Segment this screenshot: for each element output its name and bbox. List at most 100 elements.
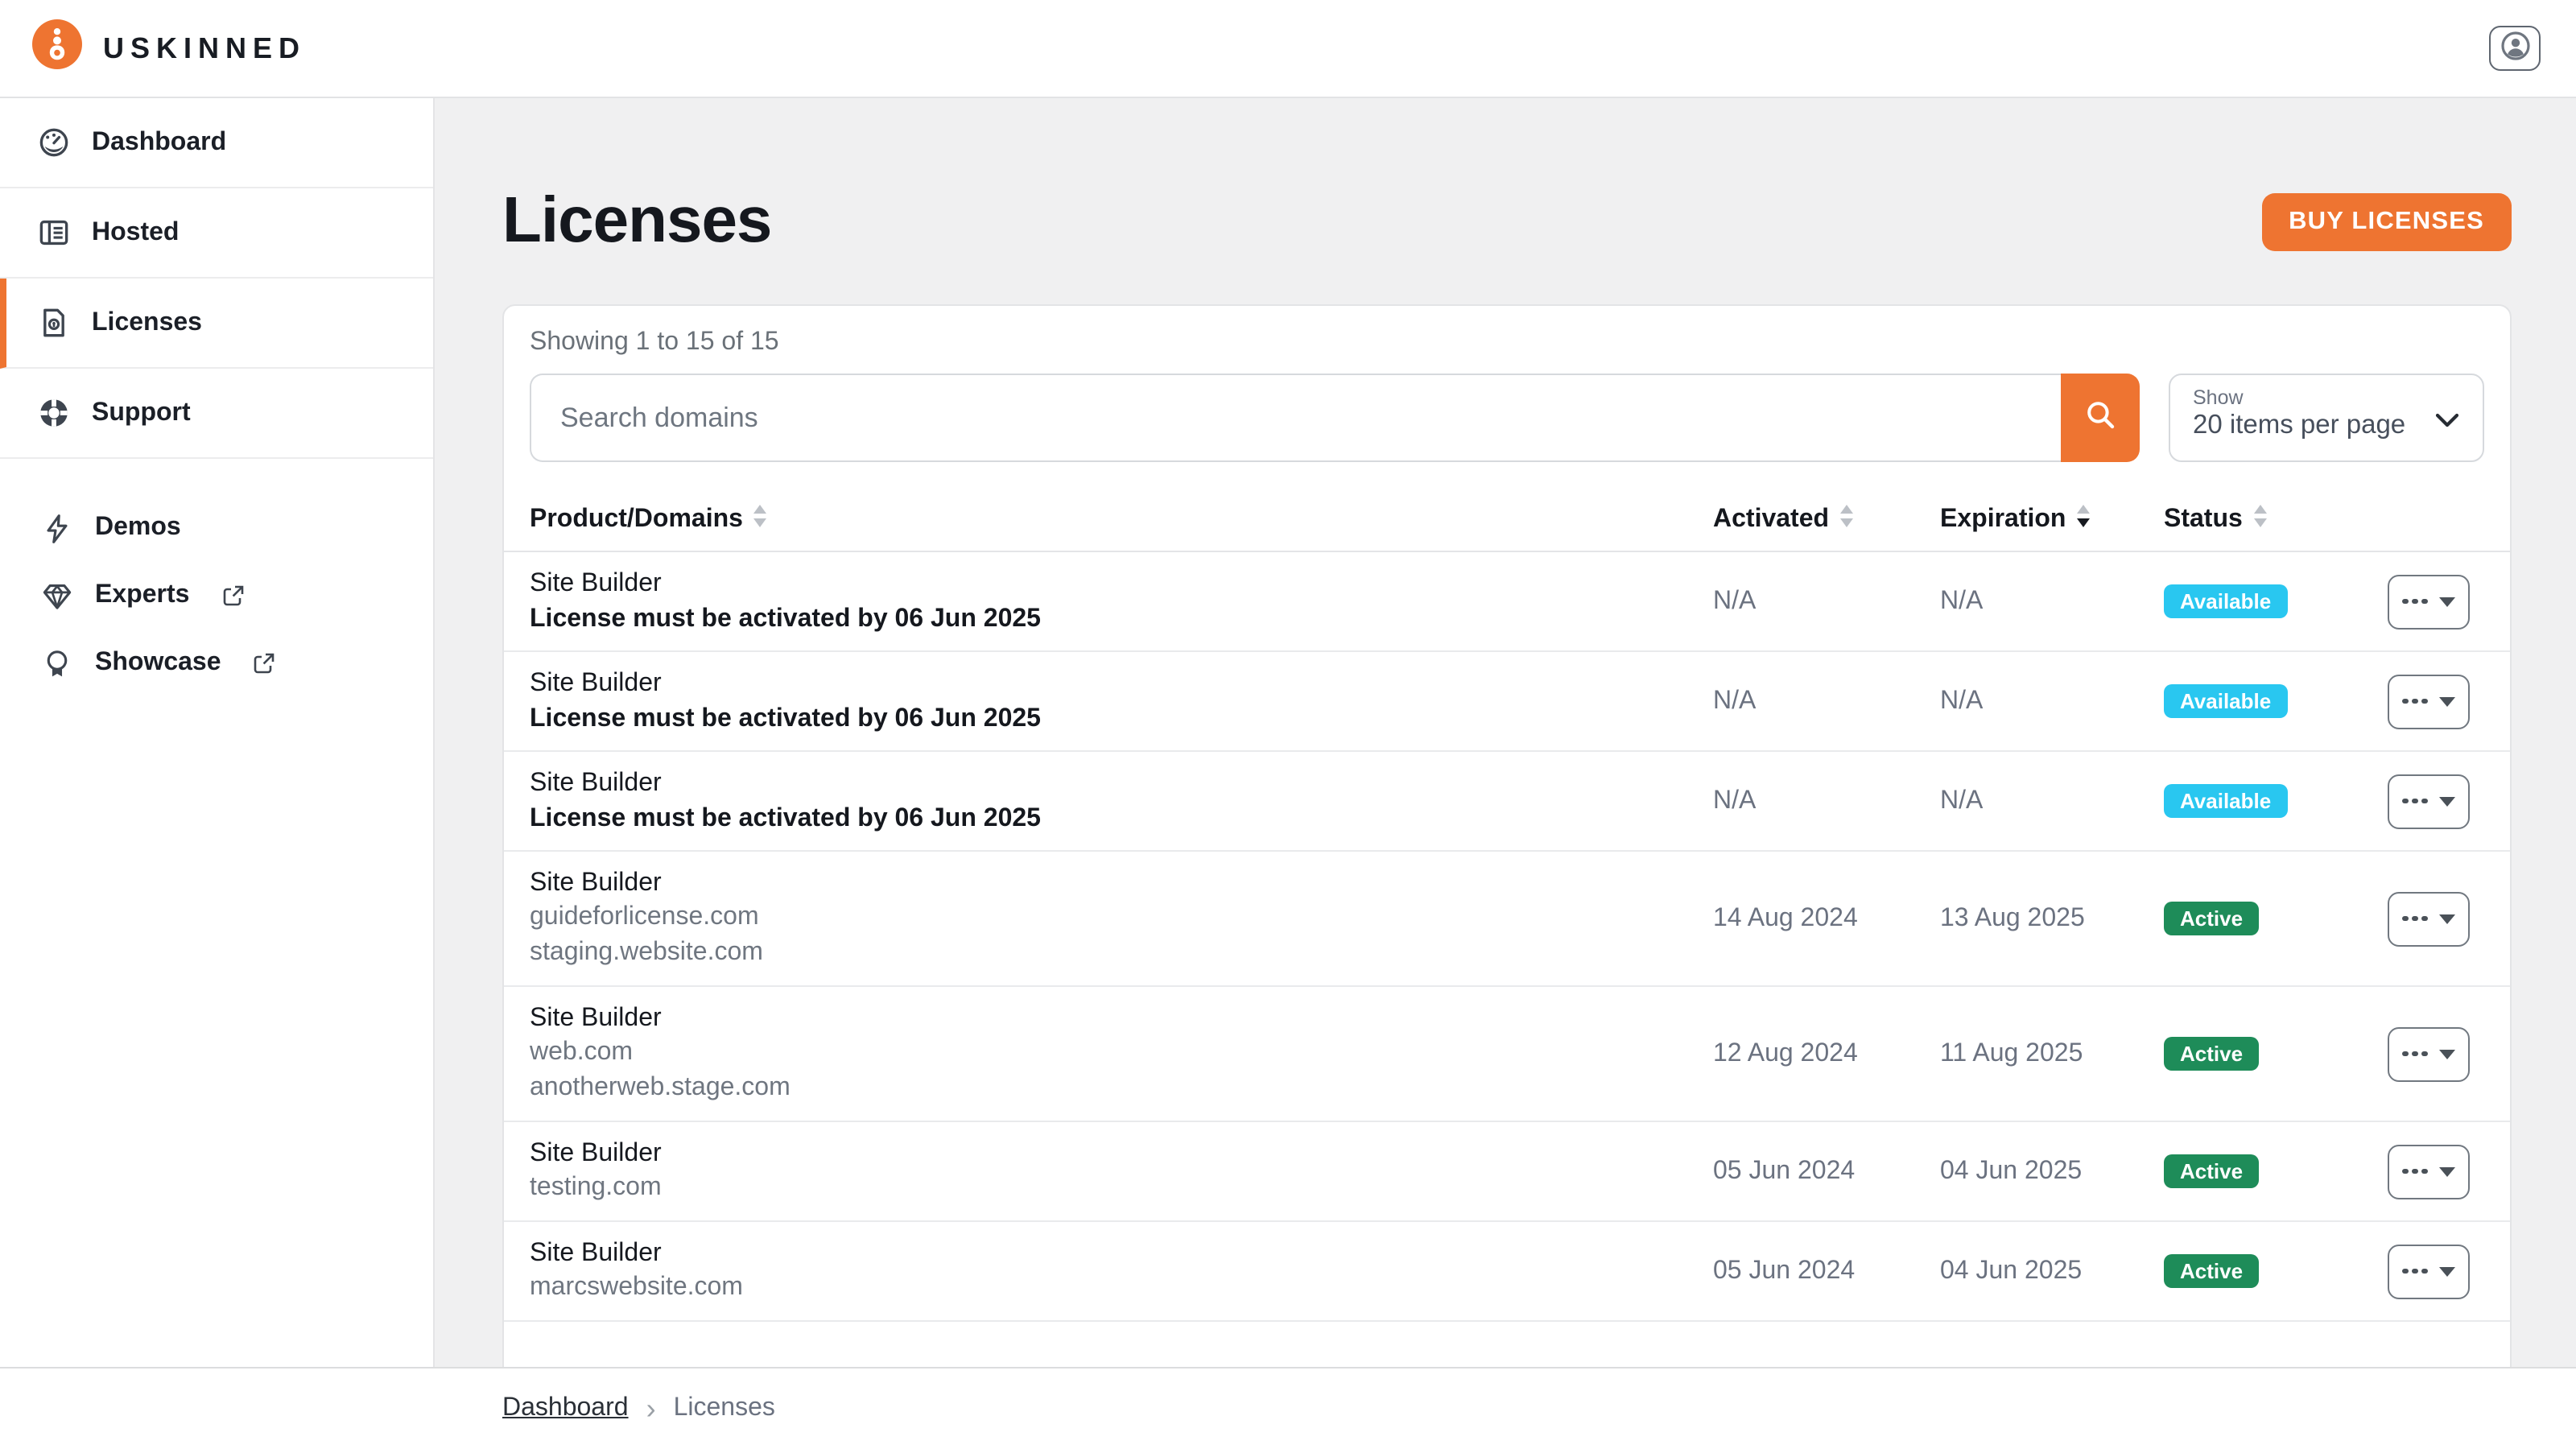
table-row: Site Builder guideforlicense.com staging.… xyxy=(504,852,2510,987)
product-name: Site Builder xyxy=(530,1005,662,1032)
column-header-status[interactable]: Status xyxy=(2164,503,2388,535)
domain: web.com xyxy=(530,1038,634,1066)
external-link-icon xyxy=(221,584,244,607)
page-size-select[interactable]: Show 20 items per page xyxy=(2169,374,2484,462)
table-row: Site Builder License must be activated b… xyxy=(504,652,2510,752)
breadcrumb-link-dashboard[interactable]: Dashboard xyxy=(502,1394,629,1422)
product-name: Site Builder xyxy=(530,570,662,597)
search-input[interactable] xyxy=(530,374,2061,462)
table-header: Product/Domains Activated xyxy=(504,488,2510,552)
brand-name: USKINNED xyxy=(103,31,307,64)
uskinned-logo-icon xyxy=(32,19,82,77)
user-avatar-icon xyxy=(2500,31,2530,66)
search-group xyxy=(530,374,2140,462)
status-badge: Active xyxy=(2164,1037,2260,1071)
page-size-value: 20 items per page xyxy=(2193,411,2406,440)
product-name: Site Builder xyxy=(530,1140,662,1167)
caret-down-icon xyxy=(2438,1166,2455,1176)
product-name: Site Builder xyxy=(530,670,662,697)
row-actions-button[interactable] xyxy=(2388,891,2470,946)
status-badge: Available xyxy=(2164,684,2288,718)
row-actions-button[interactable] xyxy=(2388,1026,2470,1081)
sidebar-item-label: Hosted xyxy=(92,218,180,246)
column-header-expiration[interactable]: Expiration xyxy=(1940,503,2164,535)
sidebar-item-hosted[interactable]: Hosted xyxy=(0,188,433,279)
domain: testing.com xyxy=(530,1174,662,1201)
hosted-browser-icon xyxy=(39,217,69,248)
row-actions-button[interactable] xyxy=(2388,674,2470,729)
caret-down-icon xyxy=(2438,796,2455,806)
account-button[interactable] xyxy=(2489,26,2541,71)
chevron-down-icon xyxy=(2434,409,2460,438)
activated-date: 14 Aug 2024 xyxy=(1713,904,1858,931)
expiration-date: N/A xyxy=(1940,687,1984,714)
domain-list: testing.com xyxy=(530,1170,1713,1206)
gem-icon xyxy=(42,580,72,611)
caret-down-icon xyxy=(2438,696,2455,706)
license-activation-note: License must be activated by 06 Jun 2025 xyxy=(530,605,1041,633)
status-badge: Available xyxy=(2164,784,2288,818)
search-button[interactable] xyxy=(2061,374,2140,462)
license-activation-note: License must be activated by 06 Jun 2025 xyxy=(530,705,1041,733)
activated-date: 05 Jun 2024 xyxy=(1713,1257,1856,1284)
domain-list: marcswebsite.com xyxy=(530,1270,1713,1306)
sort-icon xyxy=(1839,503,1855,535)
sidebar-item-licenses[interactable]: Licenses xyxy=(0,279,433,369)
brand-logo[interactable]: USKINNED xyxy=(32,19,306,77)
table-toolbar: Show 20 items per page xyxy=(504,357,2510,462)
sidebar: Dashboard Hosted xyxy=(0,98,435,1449)
buy-licenses-button[interactable]: BUY LICENSES xyxy=(2261,192,2512,250)
status-badge: Active xyxy=(2164,1254,2260,1288)
column-header-activated[interactable]: Activated xyxy=(1713,503,1940,535)
sidebar-item-label: Licenses xyxy=(92,308,202,336)
table-row: Site Builder testing.com 05 Jun 2024 04 … xyxy=(504,1122,2510,1222)
domain: staging.website.com xyxy=(530,939,763,966)
row-actions-button[interactable] xyxy=(2388,774,2470,828)
row-actions-button[interactable] xyxy=(2388,1144,2470,1199)
breadcrumb-bar: Dashboard › Licenses xyxy=(0,1367,2576,1449)
expiration-date: 04 Jun 2025 xyxy=(1940,1257,2083,1284)
sidebar-item-showcase[interactable]: Showcase xyxy=(0,630,433,697)
column-header-product[interactable]: Product/Domains xyxy=(530,503,1713,535)
expiration-date: 11 Aug 2025 xyxy=(1940,1039,2083,1067)
row-actions-button[interactable] xyxy=(2388,574,2470,629)
sidebar-item-label: Demos xyxy=(95,514,181,541)
ellipsis-icon xyxy=(2402,1051,2428,1057)
expiration-date: 13 Aug 2025 xyxy=(1940,904,2085,931)
expiration-date: N/A xyxy=(1940,587,1984,614)
ellipsis-icon xyxy=(2402,698,2428,704)
sidebar-item-experts[interactable]: Experts xyxy=(0,562,433,630)
ellipsis-icon xyxy=(2402,1268,2428,1274)
activated-date: N/A xyxy=(1713,786,1757,814)
caret-down-icon xyxy=(2438,1266,2455,1276)
caret-down-icon xyxy=(2438,597,2455,606)
page-body: Dashboard Hosted xyxy=(0,98,2576,1449)
table-body: Site Builder License must be activated b… xyxy=(504,552,2510,1449)
domain: guideforlicense.com xyxy=(530,903,759,931)
ellipsis-icon xyxy=(2402,1168,2428,1174)
sidebar-item-demos[interactable]: Demos xyxy=(0,494,433,562)
activated-date: N/A xyxy=(1713,587,1757,614)
domain-list: web.com anotherweb.stage.com xyxy=(530,1035,1713,1106)
sidebar-item-label: Dashboard xyxy=(92,128,227,155)
page-size-label: Show xyxy=(2193,386,2244,409)
sidebar-secondary-group: Demos Experts xyxy=(0,494,433,697)
sidebar-item-dashboard[interactable]: Dashboard xyxy=(0,98,433,188)
page-title: Licenses xyxy=(502,185,772,256)
licenses-card: Showing 1 to 15 of 15 xyxy=(502,304,2512,1449)
main-content: Licenses BUY LICENSES Showing 1 to 15 of… xyxy=(435,98,2576,1449)
activated-date: 05 Jun 2024 xyxy=(1713,1157,1856,1184)
domain: marcswebsite.com xyxy=(530,1274,743,1301)
product-name: Site Builder xyxy=(530,869,662,897)
activated-date: 12 Aug 2024 xyxy=(1713,1039,1858,1067)
sidebar-item-support[interactable]: Support xyxy=(0,369,433,459)
domain-list: guideforlicense.com staging.website.com xyxy=(530,900,1713,971)
product-name: Site Builder xyxy=(530,1240,662,1267)
expiration-date: N/A xyxy=(1940,786,1984,814)
status-badge: Active xyxy=(2164,902,2260,935)
award-rosette-icon xyxy=(42,648,72,679)
license-document-icon xyxy=(39,308,69,338)
row-actions-button[interactable] xyxy=(2388,1244,2470,1298)
table-row: Site Builder marcswebsite.com 05 Jun 202… xyxy=(504,1222,2510,1322)
